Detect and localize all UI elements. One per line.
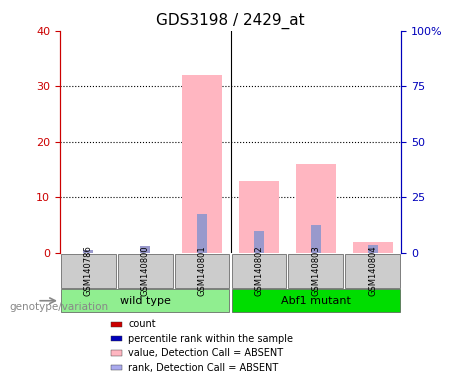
Text: value, Detection Call = ABSENT: value, Detection Call = ABSENT <box>128 348 283 358</box>
Bar <box>239 181 279 253</box>
Bar <box>111 350 122 356</box>
Text: rank, Detection Call = ABSENT: rank, Detection Call = ABSENT <box>128 362 278 372</box>
Text: GSM140801: GSM140801 <box>198 246 207 296</box>
Text: GSM140804: GSM140804 <box>368 246 377 296</box>
Bar <box>111 321 122 327</box>
FancyBboxPatch shape <box>289 254 343 288</box>
Bar <box>111 365 122 370</box>
Text: Abf1 mutant: Abf1 mutant <box>281 296 351 306</box>
Text: GSM140800: GSM140800 <box>141 246 150 296</box>
Text: percentile rank within the sample: percentile rank within the sample <box>128 334 293 344</box>
Title: GDS3198 / 2429_at: GDS3198 / 2429_at <box>156 13 305 29</box>
Bar <box>111 336 122 341</box>
FancyBboxPatch shape <box>175 254 230 288</box>
Text: GSM140802: GSM140802 <box>254 246 263 296</box>
Bar <box>353 242 392 253</box>
FancyBboxPatch shape <box>231 254 286 288</box>
Text: count: count <box>128 319 156 329</box>
Bar <box>140 247 150 253</box>
FancyBboxPatch shape <box>118 254 172 288</box>
Text: GSM140786: GSM140786 <box>84 245 93 296</box>
Text: GSM140803: GSM140803 <box>311 246 320 296</box>
Bar <box>311 225 321 253</box>
Text: wild type: wild type <box>120 296 171 306</box>
Bar <box>367 245 378 253</box>
Bar <box>296 164 336 253</box>
Bar <box>83 250 94 253</box>
FancyBboxPatch shape <box>345 254 400 288</box>
FancyBboxPatch shape <box>231 290 400 312</box>
Bar <box>182 75 222 253</box>
FancyBboxPatch shape <box>61 254 116 288</box>
FancyBboxPatch shape <box>61 290 230 312</box>
Bar <box>254 231 264 253</box>
Text: genotype/variation: genotype/variation <box>9 302 108 312</box>
Bar <box>197 214 207 253</box>
